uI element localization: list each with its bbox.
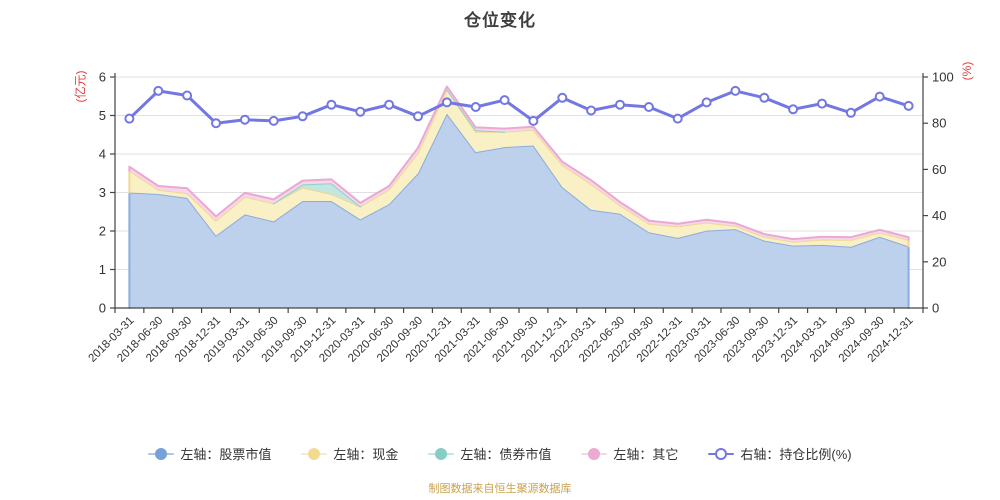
- ratio-point: [643, 102, 654, 112]
- ratio-point: [759, 92, 770, 103]
- legend-item-bond-market-value[interactable]: 左轴：债券市值: [428, 444, 551, 463]
- legend-label: 左轴：现金: [333, 447, 399, 462]
- ratio-point: [124, 113, 135, 124]
- svg-text:40: 40: [932, 208, 946, 223]
- ratio-point: [268, 115, 279, 126]
- ratio-point: [182, 90, 193, 101]
- svg-text:100: 100: [932, 70, 954, 85]
- svg-text:3: 3: [99, 185, 106, 200]
- ratio-point: [903, 100, 914, 111]
- svg-text:80: 80: [932, 116, 946, 131]
- ratio-point: [817, 98, 827, 109]
- series-area-0: [129, 113, 909, 308]
- svg-text:0: 0: [99, 301, 106, 316]
- chart-title: 仓位变化: [464, 11, 536, 30]
- stock-series-icon: [148, 447, 175, 460]
- ratio-point: [730, 85, 741, 96]
- legend-item-position-ratio[interactable]: 右轴：持仓比例(%): [708, 444, 852, 463]
- legend-label: 左轴：债券市值: [460, 447, 552, 462]
- svg-text:60: 60: [932, 162, 946, 177]
- svg-text:20: 20: [932, 254, 946, 269]
- ratio-point: [326, 99, 337, 110]
- ratio-point: [672, 113, 683, 124]
- legend-item-other[interactable]: 左轴：其它: [581, 444, 678, 463]
- ratio-point: [615, 99, 625, 110]
- legend-item-cash[interactable]: 左轴：现金: [301, 444, 398, 463]
- ratio-point: [557, 92, 568, 103]
- other-series-icon: [581, 447, 608, 460]
- ratio-point: [297, 111, 308, 122]
- series-position-ratio-line: [124, 85, 914, 129]
- ratio-point: [470, 102, 481, 112]
- position-ratio-series-icon: [708, 447, 735, 460]
- ratio-point: [499, 95, 510, 106]
- ratio-point: [701, 97, 712, 108]
- chart-canvas: 01234560204060801002018-03-312018-06-302…: [86, 70, 954, 365]
- legend: 左轴：股票市值 左轴：现金 左轴：债券市值 左轴：其它 右轴：持仓比例(%): [0, 444, 1000, 463]
- ratio-point: [384, 99, 395, 110]
- bond-series-icon: [428, 447, 455, 460]
- ratio-point: [441, 97, 452, 108]
- legend-label: 右轴：持仓比例(%): [740, 447, 852, 462]
- svg-text:5: 5: [99, 108, 106, 123]
- ratio-point: [874, 91, 885, 102]
- svg-text:6: 6: [99, 70, 106, 85]
- data-source-note: 制图数据来自恒生聚源数据库: [428, 483, 572, 495]
- svg-text:1: 1: [99, 262, 106, 277]
- ratio-point: [239, 114, 250, 125]
- svg-text:0: 0: [932, 301, 939, 316]
- ratio-point: [788, 104, 799, 115]
- svg-text:2: 2: [99, 224, 106, 239]
- axes: [110, 73, 928, 313]
- cash-series-icon: [301, 447, 328, 460]
- svg-text:4: 4: [99, 147, 106, 162]
- legend-label: 左轴：股票市值: [180, 447, 272, 462]
- ratio-point: [355, 106, 366, 117]
- ratio-point: [413, 111, 423, 122]
- stacked-areas: [128, 85, 910, 309]
- ratio-point: [528, 115, 539, 126]
- ratio-point: [153, 85, 164, 96]
- ratio-point: [211, 118, 221, 129]
- legend-label: 左轴：其它: [613, 447, 679, 462]
- ratio-point: [586, 105, 597, 116]
- legend-item-stock-market-value[interactable]: 左轴：股票市值: [148, 444, 271, 463]
- ratio-point: [845, 107, 856, 118]
